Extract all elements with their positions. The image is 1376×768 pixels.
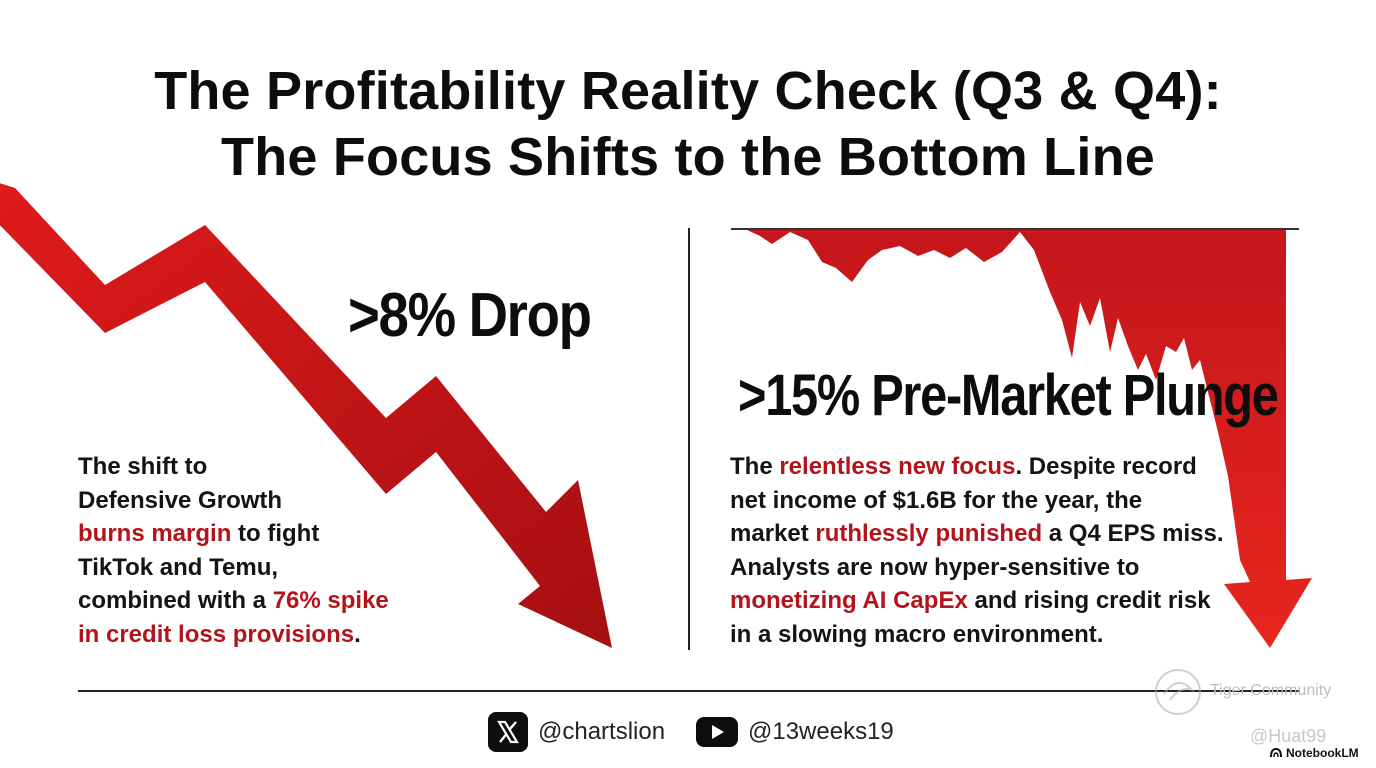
left-line-2: Defensive Growth — [78, 486, 283, 514]
right-line-4: Analysts are now hyper-sensitive to — [730, 553, 1140, 581]
right-line-6: in a slowing macro environment. — [730, 620, 1104, 648]
watermark-handle: @Huat99 — [1250, 726, 1327, 746]
youtube-handle[interactable]: @13weeks19 — [748, 718, 894, 745]
vertical-divider — [688, 228, 690, 650]
right-line-3: market ruthlessly punished a Q4 EPS miss… — [730, 517, 1310, 551]
social-youtube-link[interactable]: @13weeks19 — [696, 710, 894, 754]
bottom-rule-divider — [78, 690, 1300, 692]
left-line-4: TikTok and Temu, — [78, 553, 279, 581]
left-line-1: The shift to — [78, 453, 208, 480]
right-body-text: The relentless new focus. Despite record… — [730, 450, 1310, 651]
watermark-community: Tiger Community — [1210, 682, 1332, 699]
highlight-ruthlessly-punished: ruthlessly punished — [815, 520, 1043, 547]
notebooklm-icon — [1270, 748, 1282, 758]
left-line-6: in credit loss provisions. — [78, 618, 478, 652]
notebooklm-brand: NotebookLM — [1270, 746, 1359, 760]
tiger-community-logo-icon — [1155, 669, 1201, 715]
right-line-3-lead: market — [730, 520, 816, 547]
highlight-credit-loss: in credit loss provisions — [78, 620, 355, 648]
page-title: The Profitability Reality Check (Q3 & Q4… — [0, 58, 1376, 190]
left-line-5: combined with a 76% spike — [78, 584, 478, 618]
left-body-text: The shift to Defensive Growth burns marg… — [78, 450, 478, 651]
left-stat-headline: >8% Drop — [348, 281, 592, 350]
title-line-2: The Focus Shifts to the Bottom Line — [221, 127, 1155, 187]
right-line-5: monetizing AI CapEx and rising credit ri… — [730, 584, 1310, 618]
right-line-2: net income of $1.6B for the year, the — [730, 486, 1143, 514]
highlight-relentless-focus: relentless new focus — [779, 453, 1016, 480]
highlight-burns-margin: burns margin — [78, 520, 232, 547]
right-line-1-lead: The — [730, 453, 780, 480]
highlight-ai-capex: monetizing AI CapEx — [730, 587, 968, 614]
left-line-3-rest: to fight — [231, 520, 320, 547]
x-logo-icon — [488, 712, 528, 752]
left-line-5-lead: combined with a — [78, 587, 273, 614]
x-handle[interactable]: @chartslion — [538, 718, 666, 745]
right-line-3-rest: a Q4 EPS miss. — [1042, 520, 1224, 547]
notebooklm-label: NotebookLM — [1286, 746, 1359, 760]
right-line-1: The relentless new focus. Despite record — [730, 450, 1310, 484]
social-x-link[interactable]: @chartslion — [488, 710, 665, 754]
youtube-play-icon — [696, 717, 738, 747]
right-line-5-rest: and rising credit risk — [967, 587, 1211, 614]
top-rule-divider — [731, 228, 1299, 230]
left-line-3: burns margin to fight — [78, 517, 478, 551]
left-line-6-end: . — [354, 620, 361, 648]
right-line-1-rest: . Despite record — [1015, 453, 1197, 480]
title-line-1: The Profitability Reality Check (Q3 & Q4… — [154, 61, 1222, 121]
right-stat-headline: >15% Pre-Market Plunge — [738, 363, 1279, 428]
highlight-76-spike: 76% spike — [272, 587, 389, 614]
